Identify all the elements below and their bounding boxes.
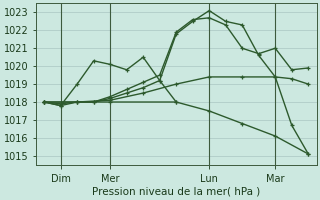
X-axis label: Pression niveau de la mer( hPa ): Pression niveau de la mer( hPa )	[92, 187, 260, 197]
